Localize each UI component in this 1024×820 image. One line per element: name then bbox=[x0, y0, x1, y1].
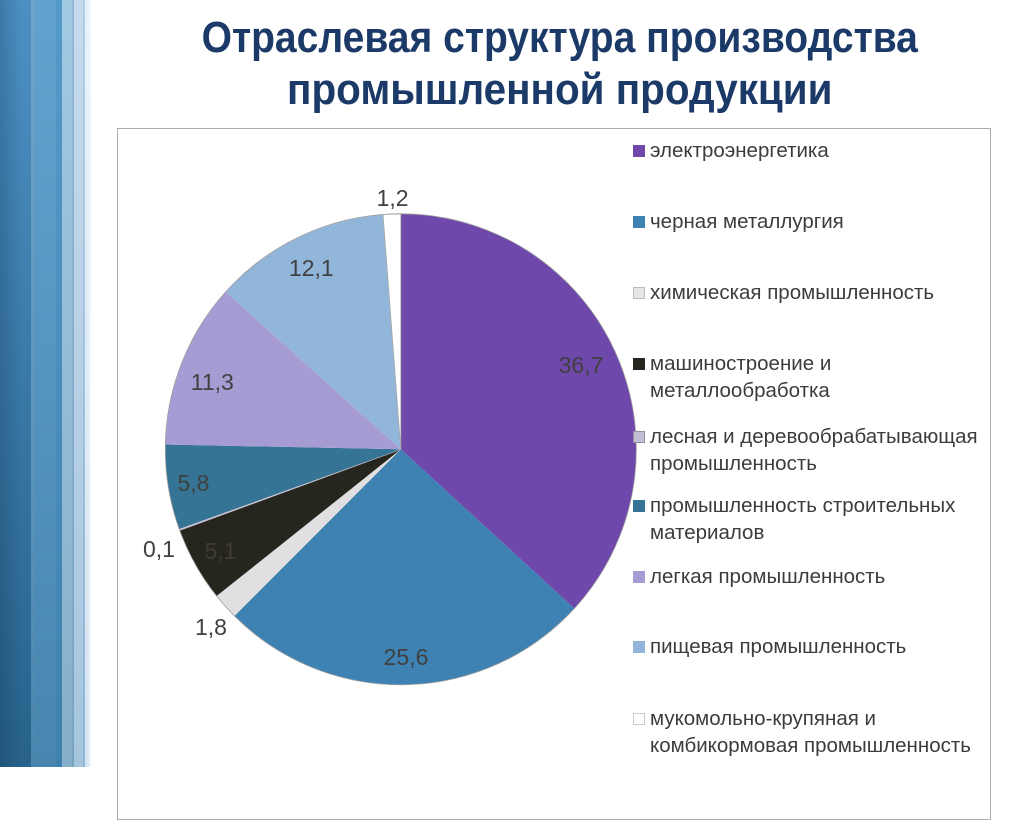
svg-text:5,8: 5,8 bbox=[178, 470, 210, 496]
svg-text:0,1: 0,1 bbox=[143, 536, 175, 562]
svg-text:5,1: 5,1 bbox=[205, 538, 237, 564]
svg-text:1,8: 1,8 bbox=[195, 614, 227, 640]
svg-text:1,2: 1,2 bbox=[377, 185, 409, 211]
svg-text:11,3: 11,3 bbox=[191, 369, 234, 395]
svg-text:12,1: 12,1 bbox=[289, 255, 334, 281]
svg-text:25,6: 25,6 bbox=[384, 644, 429, 670]
svg-text:36,7: 36,7 bbox=[559, 352, 604, 378]
